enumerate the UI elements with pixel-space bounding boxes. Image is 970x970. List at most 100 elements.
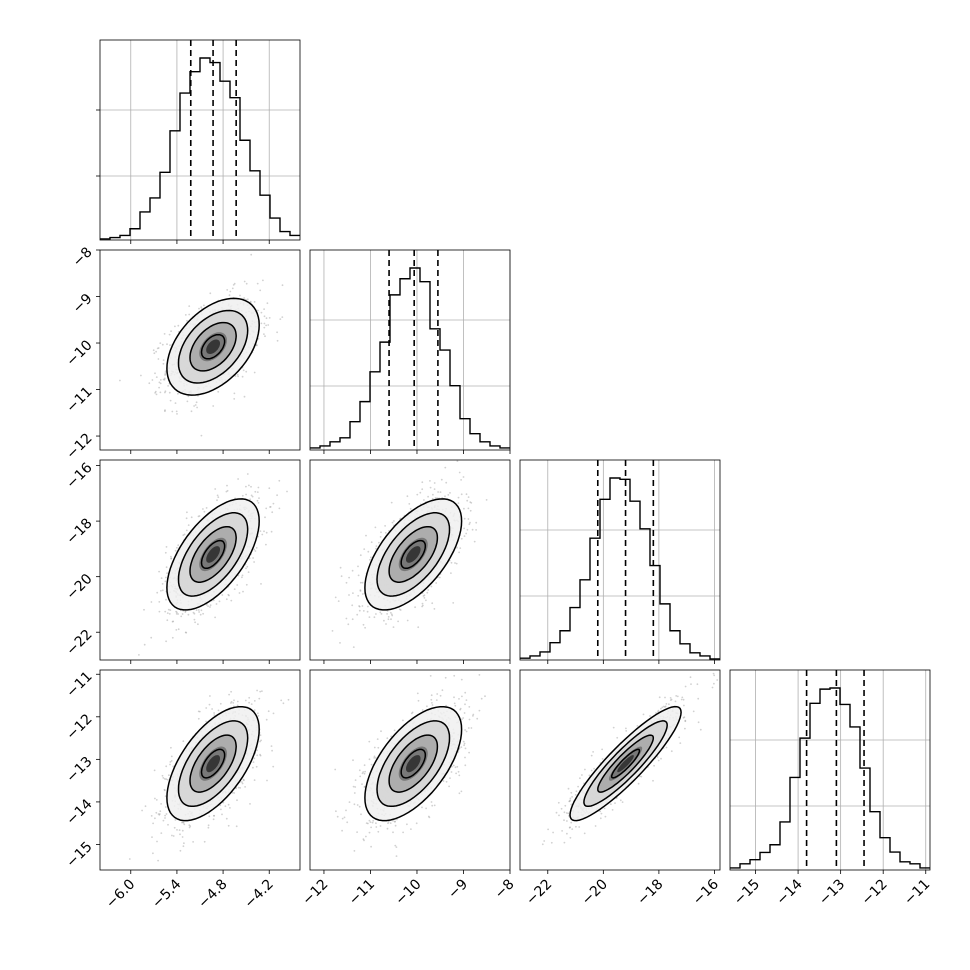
- scatter-point: [263, 333, 265, 335]
- panel-content: [128, 689, 290, 862]
- scatter-point: [379, 536, 382, 538]
- scatter-point: [256, 344, 258, 347]
- panel-content: [331, 460, 488, 648]
- scatter-point: [431, 602, 434, 605]
- scatter-point: [334, 596, 337, 599]
- scatter-point: [386, 613, 388, 615]
- scatter-point: [252, 766, 254, 769]
- scatter-point: [156, 347, 159, 350]
- scatter-point: [241, 781, 243, 783]
- scatter-point: [260, 739, 262, 742]
- scatter-point: [160, 577, 163, 579]
- scatter-point: [449, 492, 451, 494]
- scatter-point: [197, 609, 200, 611]
- scatter-point: [467, 727, 470, 729]
- scatter-point: [357, 594, 360, 597]
- scatter-point: [213, 714, 216, 716]
- density-region: [406, 546, 421, 563]
- scatter-point: [166, 778, 169, 781]
- scatter-point: [185, 631, 188, 634]
- scatter-point: [266, 779, 268, 782]
- scatter-point: [202, 508, 204, 510]
- scatter-point: [200, 434, 203, 437]
- scatter-point: [150, 601, 153, 603]
- scatter-point: [168, 774, 170, 777]
- scatter-point: [205, 707, 208, 709]
- scatter-point: [165, 640, 168, 643]
- scatter-point: [427, 589, 430, 591]
- scatter-point: [238, 592, 241, 594]
- scatter-point: [456, 460, 459, 462]
- scatter-point: [233, 792, 236, 794]
- scatter-point: [375, 545, 378, 547]
- scatter-point: [192, 841, 195, 843]
- scatter-point: [485, 499, 488, 501]
- scatter-point: [157, 859, 160, 862]
- scatter-point: [183, 842, 185, 845]
- contour-line: [166, 498, 260, 611]
- scatter-point: [184, 611, 187, 613]
- scatter-point: [248, 557, 251, 560]
- scatter-point: [161, 774, 164, 777]
- scatter-point: [177, 613, 180, 615]
- scatter-point: [356, 613, 359, 616]
- scatter-point: [237, 478, 240, 480]
- scatter-point: [236, 373, 239, 376]
- scatter-point: [391, 521, 394, 524]
- scatter-point: [272, 712, 275, 715]
- contour-line: [200, 539, 226, 570]
- scatter-point: [467, 507, 470, 510]
- scatter-point: [256, 749, 258, 752]
- scatter-point: [190, 516, 193, 519]
- scatter-point: [375, 547, 377, 550]
- scatter-point: [466, 528, 469, 531]
- scatter-point: [271, 749, 273, 752]
- scatter-point: [214, 488, 217, 490]
- scatter-point: [174, 402, 177, 404]
- scatter-point: [348, 576, 350, 579]
- scatter-point: [163, 788, 166, 791]
- scatter-point: [445, 481, 448, 484]
- scatter-point: [370, 763, 373, 766]
- scatter-point: [367, 605, 369, 608]
- scatter-point: [182, 821, 184, 824]
- scatter-point: [265, 317, 268, 320]
- scatter-point: [473, 540, 476, 543]
- scatter-point: [253, 548, 256, 551]
- scatter-point: [391, 614, 394, 617]
- scatter-point: [230, 702, 232, 704]
- scatter-point: [398, 608, 401, 611]
- contour-line: [376, 512, 451, 597]
- scatter-point: [183, 533, 186, 536]
- scatter-point: [253, 561, 256, 563]
- scatter-point: [246, 298, 249, 301]
- scatter-point: [184, 631, 187, 634]
- scatter-point: [455, 562, 458, 565]
- contour-line: [177, 512, 249, 597]
- scatter-point: [249, 498, 252, 501]
- scatter-point: [158, 813, 161, 815]
- scatter-panel-0-1: [99, 249, 301, 451]
- scatter-point: [423, 499, 425, 501]
- scatter-point: [197, 515, 200, 518]
- scatter-point: [241, 375, 244, 378]
- scatter-point: [217, 709, 220, 712]
- scatter-point: [363, 786, 366, 788]
- scatter-point: [162, 378, 165, 381]
- scatter-point: [269, 506, 271, 508]
- scatter-point: [263, 326, 266, 329]
- scatter-point: [227, 593, 230, 596]
- scatter-point: [155, 799, 158, 801]
- scatter-point: [174, 549, 177, 552]
- histogram-series-0: [100, 57, 300, 240]
- scatter-point: [373, 755, 376, 758]
- scatter-point: [225, 817, 228, 820]
- scatter-point: [164, 371, 167, 373]
- scatter-point: [194, 404, 197, 406]
- scatter-point: [462, 476, 465, 478]
- scatter-point: [359, 589, 362, 592]
- scatter-point: [242, 590, 244, 593]
- scatter-point: [128, 858, 131, 860]
- scatter-point: [276, 331, 278, 334]
- scatter-point: [236, 799, 238, 802]
